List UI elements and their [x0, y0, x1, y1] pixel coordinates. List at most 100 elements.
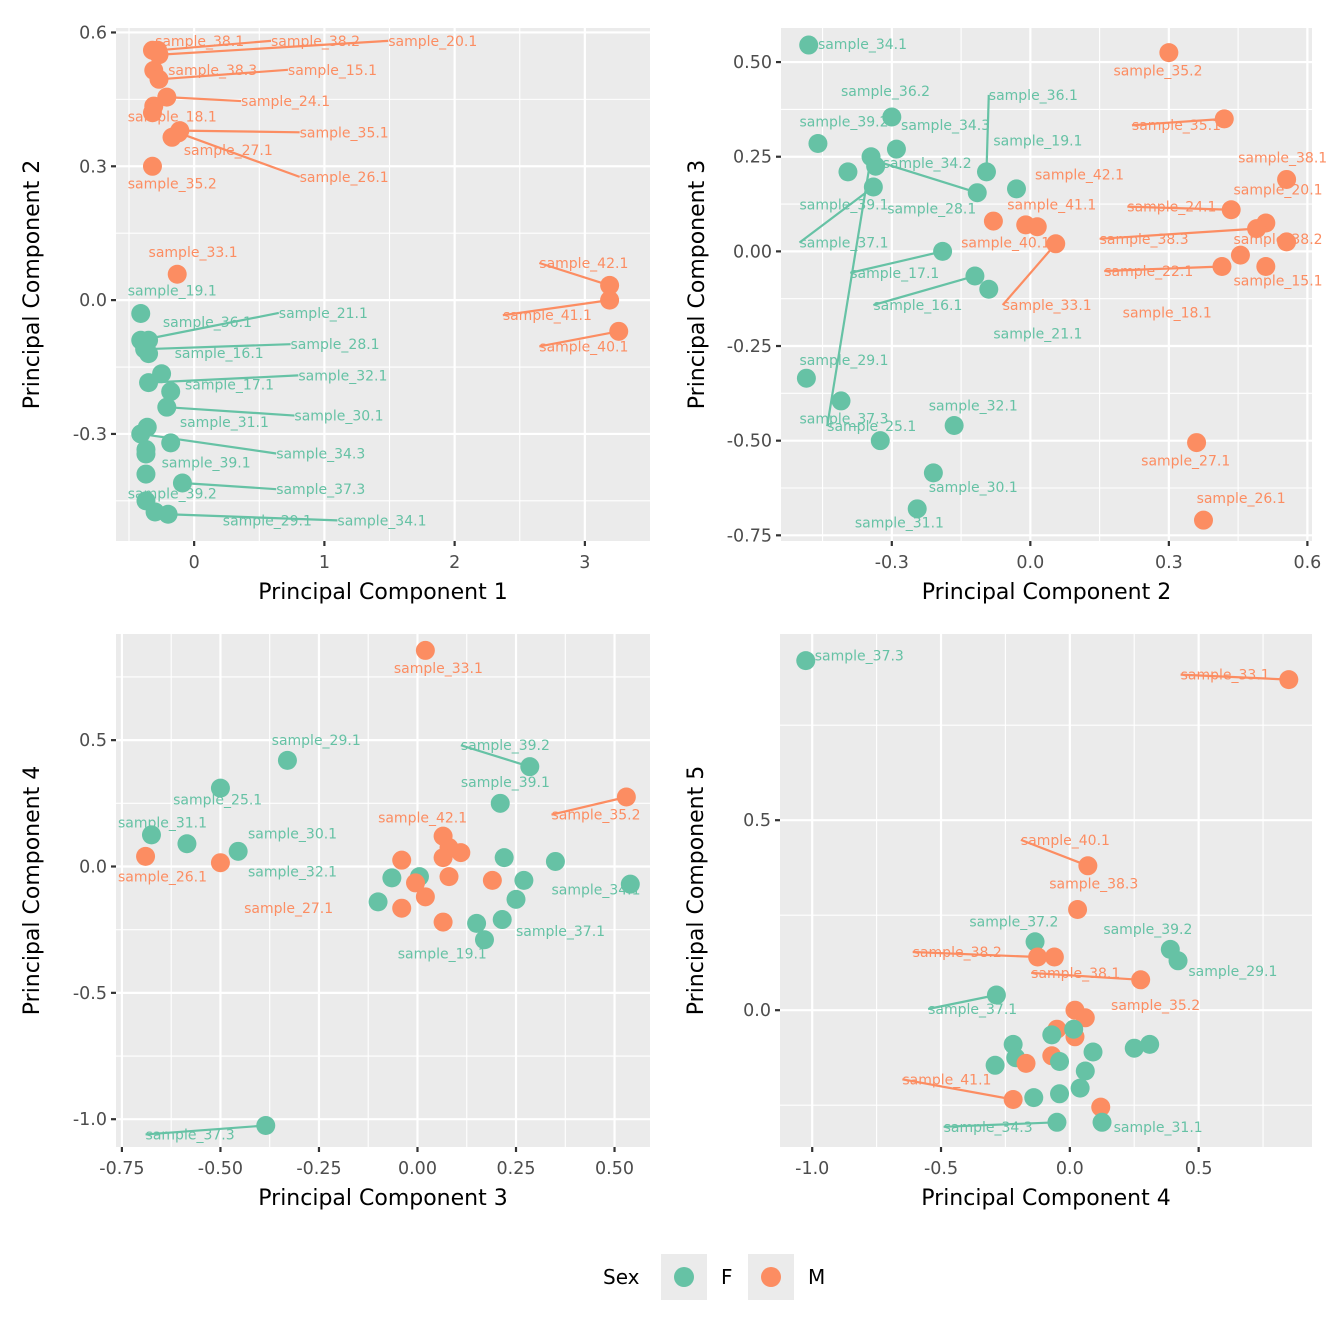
label-connector: [502, 299, 610, 317]
point-label: sample_37.1: [516, 924, 605, 940]
y-tick-label: 0.5: [743, 811, 771, 831]
data-point: [141, 825, 161, 845]
point-label: sample_26.1: [300, 170, 389, 186]
y-tick-label: -0.50: [727, 432, 772, 452]
data-point: [967, 183, 987, 203]
data-point: [886, 139, 906, 159]
label-connector: [551, 795, 627, 816]
data-point: [609, 321, 629, 341]
x-tick-label: -0.25: [296, 1159, 341, 1179]
point-label: sample_31.1: [118, 815, 207, 831]
data-point: [161, 382, 181, 402]
data-point: [210, 778, 230, 798]
point-label: sample_33.1: [394, 661, 483, 677]
point-label: sample_28.1: [291, 337, 380, 353]
data-point: [1024, 1088, 1044, 1108]
data-point: [1187, 433, 1207, 453]
legend-title: Sex: [603, 1265, 640, 1289]
data-point: [177, 834, 197, 854]
point-label: sample_25.1: [827, 419, 916, 435]
point-label: sample_24.1: [241, 94, 330, 110]
data-point: [965, 266, 985, 286]
point-label: sample_36.2: [841, 84, 930, 100]
point-label: sample_40.1: [1021, 833, 1110, 849]
point-label: sample_34.1: [551, 882, 640, 898]
y-axis-title: Principal Component 3: [685, 160, 710, 409]
data-point: [1047, 1112, 1067, 1132]
label-connector: [850, 250, 943, 274]
point-label: sample_29.1: [799, 353, 888, 369]
y-tick-label: 0.3: [79, 157, 107, 177]
point-label: sample_33.1: [149, 245, 238, 261]
data-point: [149, 69, 169, 89]
point-label: sample_16.1: [873, 298, 962, 314]
data-point: [1050, 1084, 1070, 1104]
panel-background: [116, 28, 650, 541]
y-tick-label: 0.50: [733, 53, 772, 73]
label-connector: [158, 39, 389, 56]
data-point: [1092, 1112, 1112, 1132]
label-connector: [1031, 971, 1141, 981]
label-connector: [460, 744, 531, 768]
point-label: sample_36.1: [989, 88, 1078, 104]
data-point: [167, 264, 187, 284]
data-point: [158, 504, 178, 524]
data-point: [142, 156, 162, 176]
point-label: sample_39.1: [162, 455, 251, 471]
point-label: sample_35.1: [1132, 118, 1221, 134]
point-label: sample_35.2: [1111, 998, 1200, 1014]
label-connector: [985, 94, 990, 172]
label-connector: [179, 129, 300, 134]
label-connector: [873, 274, 976, 307]
data-point: [944, 416, 964, 436]
data-point: [545, 851, 565, 871]
label-connector: [927, 993, 997, 1011]
data-point: [1230, 245, 1250, 265]
point-label: sample_42.1: [1035, 167, 1124, 183]
x-axis-title: Principal Component 2: [922, 580, 1171, 605]
data-point: [277, 750, 297, 770]
data-point: [1140, 1034, 1160, 1054]
point-label: sample_33.1: [1003, 298, 1092, 314]
data-point: [796, 368, 816, 388]
data-point: [1016, 1053, 1036, 1073]
point-label: sample_39.2: [1103, 922, 1192, 938]
data-point: [1070, 1078, 1090, 1098]
data-point: [1124, 1038, 1144, 1058]
point-label: sample_36.1: [163, 315, 252, 331]
y-tick-label: 0.25: [733, 148, 772, 168]
point-label: sample_20.1: [1234, 183, 1323, 199]
point-label: sample_19.1: [993, 133, 1082, 149]
data-point: [368, 892, 388, 912]
data-point: [161, 433, 181, 453]
legend-key-m: [761, 1267, 781, 1287]
y-tick-label: -0.5: [73, 984, 107, 1004]
data-point: [976, 162, 996, 182]
legend-label-f: F: [721, 1265, 733, 1289]
y-tick-label: -1.0: [73, 1110, 107, 1130]
point-label: sample_41.1: [902, 1072, 991, 1088]
y-tick-label: 0.0: [79, 291, 107, 311]
point-label: sample_17.1: [850, 266, 939, 282]
label-connector: [166, 406, 295, 417]
label-connector: [943, 1121, 1057, 1128]
point-label: sample_37.2: [969, 915, 1058, 931]
data-point: [1025, 932, 1045, 952]
label-connector: [912, 950, 1038, 959]
data-point: [210, 853, 230, 873]
data-point: [1193, 510, 1213, 530]
data-point: [392, 898, 412, 918]
x-tick-label: 0.50: [595, 1159, 634, 1179]
data-point: [406, 873, 426, 893]
point-label: sample_30.1: [248, 827, 337, 843]
data-point: [1168, 951, 1188, 971]
labels: sample_33.1 sample_29.1 sample_39.2 sample_…: [118, 661, 641, 1143]
point-label: sample_25.1: [173, 793, 262, 809]
data-point: [1159, 43, 1179, 63]
point-label: sample_29.1: [272, 733, 361, 749]
data-point: [467, 913, 487, 933]
point-label: sample_38.1: [1238, 150, 1327, 166]
panel-4: -1.0 -0.5 0.0 0.5 0.0 0.5 Principal Component …: [684, 634, 1312, 1211]
data-point: [870, 431, 890, 451]
panel-2: -0.3 0.0 0.3 0.6 -0.75 -0.50 -0.25 0.00 0.25 0.50…: [685, 28, 1327, 605]
